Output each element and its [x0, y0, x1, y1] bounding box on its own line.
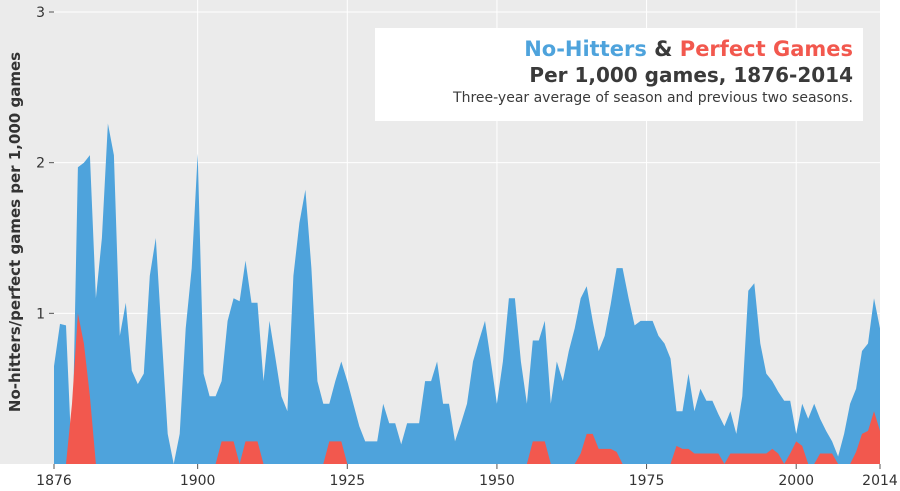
y-tick-label: 3: [36, 5, 45, 21]
areas: [54, 123, 880, 464]
y-axis-label: No-hitters/perfect games per 1,000 games: [6, 52, 24, 412]
title-ampersand: &: [646, 37, 680, 61]
x-tick-label: 2014: [862, 473, 898, 489]
axis-ticks: 1876 1900 1925 1950 1975 2000 2014 1 2 3: [36, 5, 898, 489]
x-tick-label: 1925: [329, 473, 365, 489]
chart-subtitle: Per 1,000 games, 1876-2014: [529, 63, 853, 87]
title-box: No-Hitters & Perfect Games Per 1,000 gam…: [375, 28, 863, 121]
x-tick-label: 1900: [180, 473, 216, 489]
y-tick-label: 1: [36, 306, 45, 322]
x-tick-label: 2000: [778, 473, 814, 489]
series-area-perfect-games: [54, 313, 880, 464]
series-area-no-hitters: [54, 123, 880, 464]
y-tick-label: 2: [36, 156, 45, 172]
x-tick-label: 1950: [479, 473, 515, 489]
x-tick-label: 1975: [629, 473, 665, 489]
title-perfect-games: Perfect Games: [679, 37, 853, 61]
title-no-hitters: No-Hitters: [524, 37, 647, 61]
chart-note: Three-year average of season and previou…: [453, 90, 853, 106]
x-tick-label: 1876: [36, 473, 72, 489]
chart-title: No-Hitters & Perfect Games: [385, 36, 853, 62]
